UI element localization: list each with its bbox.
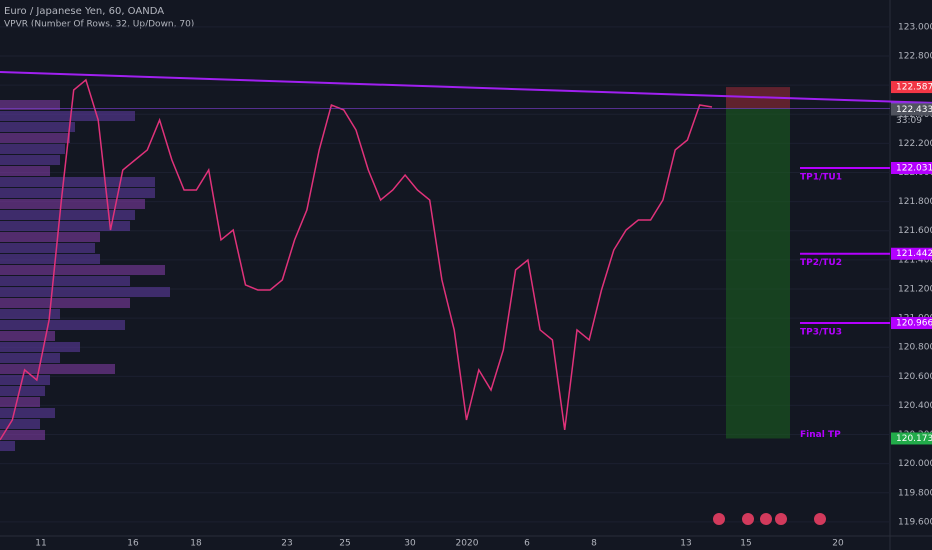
y-tick-label: 120.600 <box>898 372 932 382</box>
volume-profile-row <box>0 243 95 253</box>
price-label: 122.587 <box>896 83 932 93</box>
chart-title: Euro / Japanese Yen, 60, OANDA <box>4 6 164 17</box>
x-tick-label: 8 <box>591 539 597 549</box>
volume-profile-row <box>0 430 45 440</box>
price-label: 120.173 <box>896 434 932 444</box>
volume-profile-row <box>0 320 125 330</box>
volume-profile-row <box>0 210 135 220</box>
x-tick-label: 13 <box>680 539 691 549</box>
x-tick-label: 11 <box>35 539 46 549</box>
volume-profile-row <box>0 353 60 363</box>
volume-profile-row <box>0 188 155 198</box>
y-tick-label: 121.800 <box>898 197 932 207</box>
price-label-box <box>891 247 932 260</box>
volume-profile-row <box>0 155 60 165</box>
y-tick-label: 120.000 <box>898 459 932 469</box>
volume-profile-row <box>0 342 80 352</box>
volume-profile-row <box>0 232 100 242</box>
volume-profile-row <box>0 441 15 451</box>
volume-profile-row <box>0 397 40 407</box>
volume-profile-row <box>0 287 170 297</box>
x-tick-label: 15 <box>740 539 751 549</box>
y-tick-label: 119.600 <box>898 517 932 527</box>
price-label-box <box>891 161 932 174</box>
x-tick-label: 23 <box>281 539 292 549</box>
level-name: TP2/TU2 <box>800 258 842 268</box>
level-name: TP3/TU3 <box>800 328 842 338</box>
volume-profile-row <box>0 100 60 110</box>
volume-profile-row <box>0 331 55 341</box>
volume-profile-row <box>0 364 115 374</box>
y-tick-label: 123.000 <box>898 22 932 32</box>
volume-profile-row <box>0 408 55 418</box>
event-icons[interactable] <box>713 513 826 525</box>
volume-profile-row <box>0 166 50 176</box>
level-name: TP1/TU1 <box>800 172 842 182</box>
y-tick-label: 119.800 <box>898 488 932 498</box>
y-tick-label: 122.200 <box>898 139 932 149</box>
y-tick-label: 121.200 <box>898 284 932 294</box>
volume-profile-row <box>0 199 145 209</box>
y-tick-label: 120.800 <box>898 343 932 353</box>
x-tick-label: 6 <box>524 539 530 549</box>
indicator-title: VPVR (Number Of Rows, 32, Up/Down, 70) <box>4 20 194 30</box>
volume-profile-row <box>0 276 130 286</box>
price-label: 120.966 <box>896 319 932 329</box>
y-tick-label: 121.400 <box>898 255 932 265</box>
volume-profile-row <box>0 386 45 396</box>
volume-profile-row <box>0 144 65 154</box>
level-name: Final TP <box>800 430 841 440</box>
price-label: 122.031 <box>896 163 932 173</box>
x-tick-label: 18 <box>190 539 202 549</box>
price-label-box <box>891 432 932 445</box>
trendline <box>0 71 932 104</box>
volume-profile-row <box>0 111 135 121</box>
x-tick-label: 25 <box>339 539 350 549</box>
volume-profile-row <box>0 375 50 385</box>
volume-profile-row <box>0 309 60 319</box>
x-tick-label: 16 <box>127 539 139 549</box>
volume-profile-row <box>0 221 130 231</box>
x-tick-label: 2020 <box>456 539 479 549</box>
volume-profile-row <box>0 177 155 187</box>
volume-profile-row <box>0 254 100 264</box>
price-label-box <box>891 103 932 116</box>
countdown: 33:09 <box>896 116 922 126</box>
price-label: 122.433 <box>896 105 932 115</box>
x-tick-label: 30 <box>404 539 416 549</box>
y-tick-label: 121.600 <box>898 226 932 236</box>
target-zone <box>726 108 790 439</box>
volume-profile-row <box>0 419 40 429</box>
y-tick-label: 120.400 <box>898 401 932 411</box>
price-label-box <box>891 81 932 94</box>
volume-profile-row <box>0 265 165 275</box>
x-tick-label: 20 <box>832 539 844 549</box>
price-label-box <box>891 317 932 330</box>
price-label: 121.442 <box>896 249 932 259</box>
volume-profile-row <box>0 122 75 132</box>
price-line <box>0 78 713 441</box>
volume-profile-row <box>0 298 130 308</box>
volume-profile-row <box>0 133 70 143</box>
y-tick-label: 122.800 <box>898 52 932 62</box>
